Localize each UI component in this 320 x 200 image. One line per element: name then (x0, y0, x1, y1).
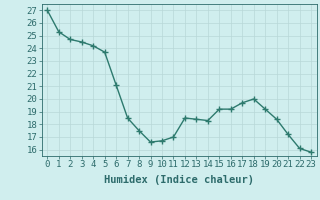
X-axis label: Humidex (Indice chaleur): Humidex (Indice chaleur) (104, 175, 254, 185)
